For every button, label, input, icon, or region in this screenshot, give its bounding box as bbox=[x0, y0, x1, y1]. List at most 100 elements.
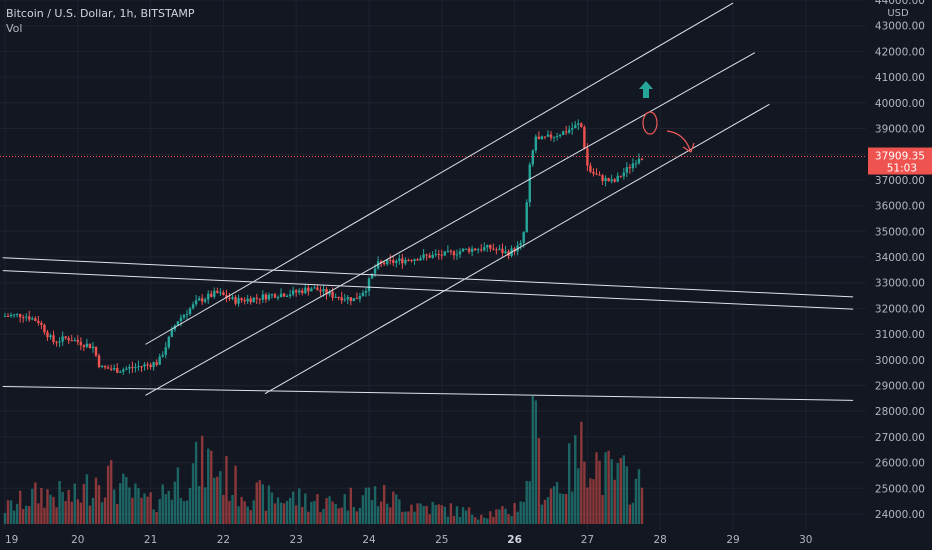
volume-bar bbox=[419, 503, 422, 524]
volume-bar bbox=[583, 461, 586, 524]
volume-bar bbox=[595, 452, 598, 524]
candle-body bbox=[167, 336, 170, 348]
candle-body bbox=[282, 293, 286, 297]
volume-bar bbox=[261, 484, 265, 524]
candle-body bbox=[246, 298, 249, 302]
candle-body bbox=[276, 297, 280, 299]
volume-bar bbox=[295, 505, 298, 524]
time-axis[interactable]: 19 20 21 22 23 24 25 26 27 28 29 30 bbox=[5, 534, 812, 546]
candle-body bbox=[558, 134, 562, 137]
candle-body bbox=[580, 123, 583, 128]
price-tick-label: 33000.00 bbox=[875, 278, 925, 290]
volume-bar bbox=[210, 450, 213, 524]
volume-bar bbox=[143, 493, 146, 524]
candle-body bbox=[373, 268, 377, 274]
volume-bar bbox=[631, 502, 635, 524]
volume-bar bbox=[392, 491, 395, 524]
volume-bar bbox=[561, 493, 565, 524]
candle-body bbox=[94, 346, 98, 356]
volume-bar bbox=[376, 506, 380, 524]
candle-body bbox=[473, 248, 477, 251]
price-tick-label: 27000.00 bbox=[875, 432, 925, 444]
volume-bar bbox=[88, 505, 92, 524]
volume-bar bbox=[337, 508, 340, 524]
candle-body bbox=[574, 124, 577, 129]
price-axis[interactable]: 24000.00 25000.00 26000.00 27000.00 28000.00… bbox=[875, 0, 925, 521]
price-tick-label: 30000.00 bbox=[875, 355, 925, 367]
volume-bar bbox=[313, 501, 316, 524]
candle-body bbox=[404, 259, 407, 264]
volume-bar bbox=[349, 487, 352, 524]
price-tick-label: 35000.00 bbox=[875, 226, 925, 238]
volume-bar bbox=[319, 512, 322, 524]
time-tick-label: 26 bbox=[507, 534, 522, 546]
trend-line-support[interactable] bbox=[2, 386, 854, 401]
price-tick-label: 25000.00 bbox=[875, 483, 925, 495]
candle-body bbox=[449, 250, 453, 252]
trend-line-channel-upper[interactable] bbox=[145, 2, 734, 345]
candle-body bbox=[625, 167, 629, 173]
volume-bar bbox=[601, 494, 604, 524]
candle-body bbox=[18, 314, 22, 318]
candle-body bbox=[443, 251, 447, 256]
trend-line-resistance-lower[interactable] bbox=[2, 270, 854, 310]
candle-body bbox=[240, 298, 243, 301]
candle-body bbox=[128, 367, 131, 369]
volume-bar bbox=[200, 435, 204, 524]
volume-bar bbox=[140, 497, 143, 524]
volume-bar bbox=[531, 396, 534, 524]
candle-body bbox=[601, 175, 604, 182]
volume-bar bbox=[52, 496, 55, 524]
candle-body bbox=[295, 290, 298, 293]
volume-bar bbox=[270, 492, 274, 524]
volume-bar bbox=[580, 421, 583, 524]
candle-body bbox=[249, 298, 252, 303]
candle-body bbox=[492, 248, 495, 250]
candle-body bbox=[43, 324, 46, 333]
volume-bar bbox=[625, 466, 629, 524]
volume-bar bbox=[325, 498, 328, 524]
volume-bar bbox=[589, 478, 592, 524]
candle-body bbox=[116, 368, 119, 373]
time-tick-label: 29 bbox=[726, 534, 739, 546]
candle-body bbox=[143, 364, 146, 367]
current-price-badge bbox=[868, 147, 932, 175]
trend-line-channel-middle[interactable] bbox=[145, 52, 756, 396]
volume-bar bbox=[361, 495, 365, 524]
candle-body bbox=[3, 315, 7, 317]
symbol-title[interactable]: Bitcoin / U.S. Dollar, 1h, BITSTAMP bbox=[6, 7, 195, 20]
candle-body bbox=[85, 343, 89, 347]
volume-bar bbox=[540, 504, 544, 524]
volume-bar bbox=[34, 482, 37, 524]
volume-bar bbox=[194, 441, 198, 524]
volume-bar bbox=[410, 504, 413, 524]
volume-label[interactable]: Vol bbox=[6, 22, 23, 35]
volume-bar bbox=[279, 502, 283, 524]
candle-body bbox=[470, 248, 474, 252]
volume-bar bbox=[43, 507, 46, 524]
candle-body bbox=[537, 136, 541, 140]
volume-bar bbox=[231, 495, 234, 524]
time-tick-label: 27 bbox=[581, 534, 594, 546]
volume-bar bbox=[82, 484, 86, 524]
candle-body bbox=[222, 292, 225, 296]
volume-bar bbox=[182, 501, 186, 524]
currency-label: USD bbox=[887, 8, 909, 19]
volume-bar bbox=[522, 501, 525, 524]
candle-body bbox=[395, 260, 398, 263]
candle-body bbox=[407, 259, 410, 261]
volume-bar bbox=[97, 485, 101, 524]
volume-bar bbox=[434, 504, 437, 524]
candle-body bbox=[82, 345, 86, 347]
trend-line-resistance-upper[interactable] bbox=[2, 257, 854, 298]
trend-lines[interactable] bbox=[2, 2, 854, 401]
candle-body bbox=[501, 248, 504, 254]
candle-body bbox=[58, 341, 61, 343]
volume-bar bbox=[67, 489, 70, 524]
trend-line-channel-lower[interactable] bbox=[264, 103, 770, 395]
volume-bar bbox=[586, 487, 589, 524]
candle-body bbox=[540, 136, 544, 140]
volume-bar bbox=[128, 487, 131, 524]
volume-bar bbox=[228, 500, 231, 524]
